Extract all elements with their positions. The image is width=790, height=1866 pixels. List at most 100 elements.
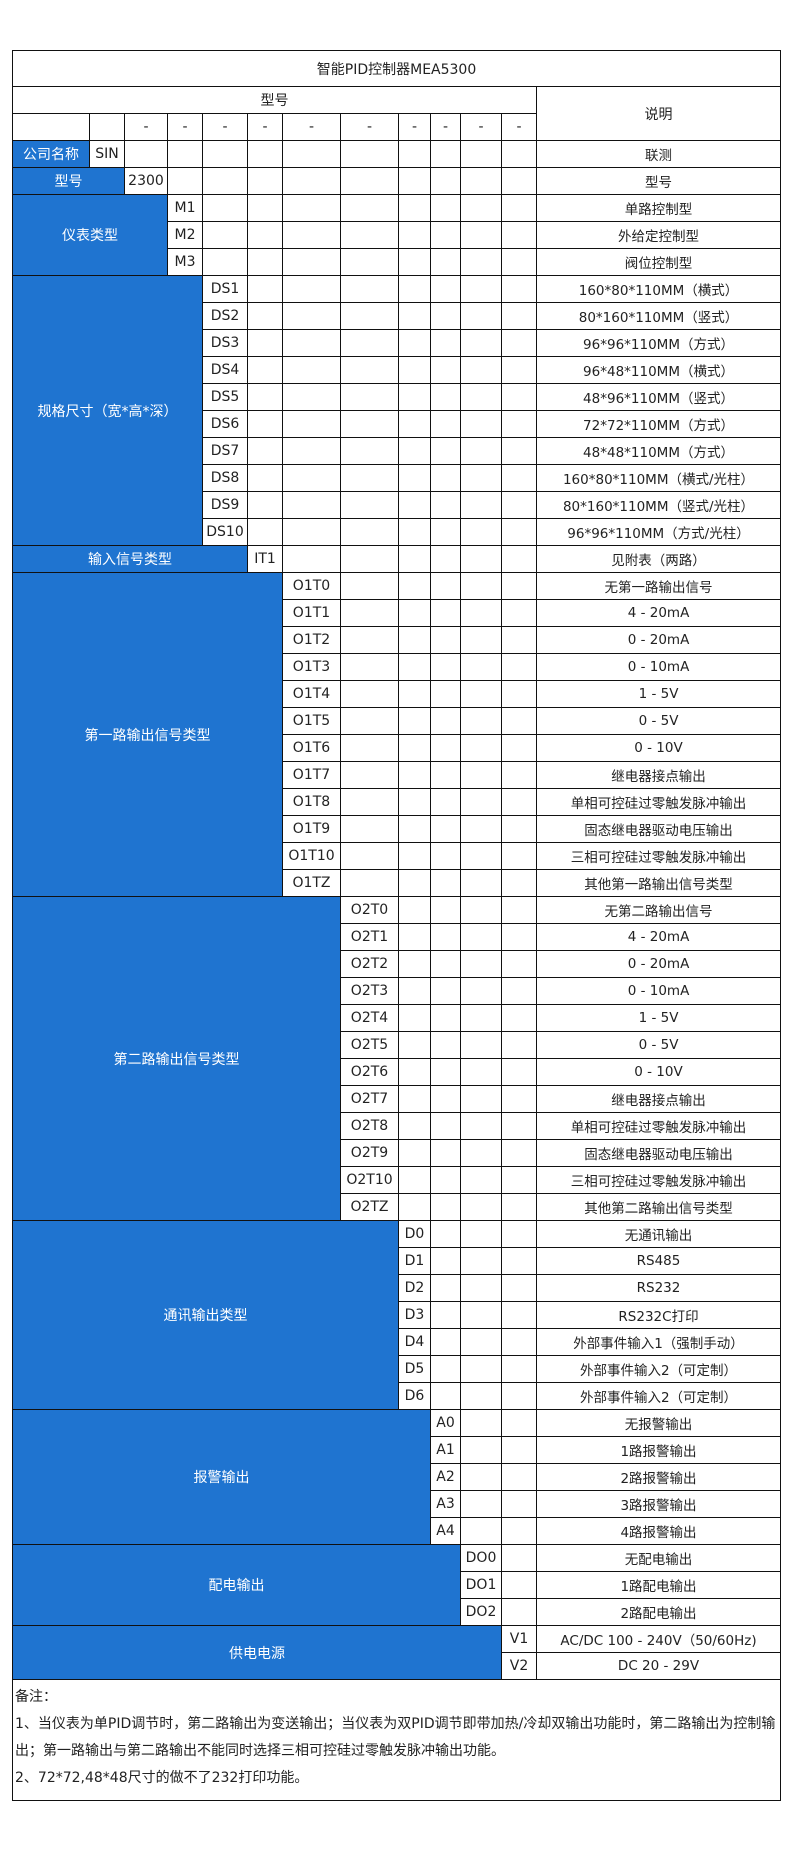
- description-cell: 1路报警输出: [535, 1436, 782, 1464]
- empty-cell: [398, 356, 431, 384]
- empty-cell: [460, 248, 502, 276]
- empty-cell: [501, 275, 537, 303]
- code-position-cell: [12, 113, 90, 141]
- model-selection-table: 智能PID控制器MEA5300 型号 说明 ---------- 公司名称 SIN…: [11, 50, 782, 1801]
- table-row: O2T6 0 - 10V: [13, 1058, 782, 1086]
- empty-cell: [340, 680, 399, 708]
- empty-cell: [460, 464, 502, 492]
- empty-cell: [282, 167, 341, 195]
- empty-cell: [430, 653, 461, 681]
- description-cell: 外部事件输入2（可定制）: [535, 1382, 782, 1410]
- table-row: O1T4 1 - 5V: [13, 680, 782, 708]
- description-cell: 96*96*110MM（方式）: [535, 329, 782, 357]
- empty-cell: [430, 248, 461, 276]
- empty-cell: [282, 248, 341, 276]
- empty-cell: [501, 896, 537, 924]
- empty-cell: [460, 167, 502, 195]
- code-cell: O2T4: [340, 1004, 399, 1032]
- description-cell: 2路报警输出: [535, 1463, 782, 1491]
- empty-cell: [282, 437, 341, 465]
- empty-cell: [398, 653, 431, 681]
- code-cell: O2T3: [340, 977, 399, 1005]
- model-header: 型号: [12, 86, 537, 114]
- code-cell: DS7: [202, 437, 248, 465]
- empty-cell: [460, 923, 502, 951]
- empty-cell: [430, 1031, 461, 1059]
- table-row: 第二路输出信号类型 O2T0 无第二路输出信号: [12, 896, 782, 1221]
- empty-cell: [460, 275, 502, 303]
- empty-cell: [460, 1490, 502, 1518]
- empty-cell: [247, 491, 283, 519]
- empty-cell: [340, 869, 399, 897]
- table-row: O1T8 单相可控硅过零触发脉冲输出: [13, 788, 782, 816]
- table-row: D2 RS232: [13, 1274, 782, 1302]
- empty-cell: [460, 815, 502, 843]
- empty-cell: [202, 140, 248, 168]
- empty-cell: [460, 140, 502, 168]
- description-cell: 0 - 20mA: [535, 950, 782, 978]
- code-cell: D2: [398, 1274, 431, 1302]
- empty-cell: [398, 1139, 431, 1167]
- code-cell: A0: [430, 1409, 461, 1437]
- code-position-cell: [89, 113, 125, 141]
- empty-cell: [282, 140, 341, 168]
- empty-cell: [501, 491, 537, 519]
- empty-cell: [460, 1220, 502, 1248]
- empty-cell: [398, 410, 431, 438]
- empty-cell: [430, 707, 461, 735]
- empty-cell: [501, 1031, 537, 1059]
- empty-cell: [430, 734, 461, 762]
- table-row: DO1 1路配电输出: [13, 1571, 782, 1599]
- empty-cell: [460, 1247, 502, 1275]
- description-cell: 外给定控制型: [535, 221, 782, 249]
- code-cell: O1T0: [282, 572, 341, 600]
- empty-cell: [340, 356, 399, 384]
- code-cell: V1: [501, 1625, 537, 1653]
- description-cell: 阀位控制型: [535, 248, 782, 276]
- description-cell: 0 - 5V: [535, 1031, 782, 1059]
- empty-cell: [247, 302, 283, 330]
- code-cell: O2T5: [340, 1031, 399, 1059]
- empty-cell: [430, 977, 461, 1005]
- empty-cell: [247, 383, 283, 411]
- description-cell: 固态继电器驱动电压输出: [535, 815, 782, 843]
- empty-cell: [340, 842, 399, 870]
- empty-cell: [460, 545, 502, 573]
- code-cell: D6: [398, 1382, 431, 1410]
- empty-cell: [340, 302, 399, 330]
- empty-cell: [501, 167, 537, 195]
- category-label: 仪表类型: [12, 194, 168, 276]
- table-row: A3 3路报警输出: [13, 1490, 782, 1518]
- empty-cell: [430, 1247, 461, 1275]
- empty-cell: [501, 977, 537, 1005]
- table-row: O1TZ 其他第一路输出信号类型: [13, 869, 782, 897]
- note-item: 1、当仪表为单PID调节时，第二路输出为变送输出；当仪表为双PID调节即带加热/…: [15, 1716, 776, 1759]
- empty-cell: [167, 140, 203, 168]
- empty-cell: [247, 140, 283, 168]
- empty-cell: [460, 383, 502, 411]
- code-position-cell: -: [167, 113, 203, 141]
- description-cell: 型号: [535, 167, 782, 195]
- empty-cell: [282, 383, 341, 411]
- empty-cell: [460, 1328, 502, 1356]
- description-cell: 4路报警输出: [535, 1517, 782, 1545]
- code-cell: O1T7: [282, 761, 341, 789]
- empty-cell: [430, 950, 461, 978]
- category-label: 供电电源: [12, 1625, 502, 1680]
- empty-cell: [501, 1004, 537, 1032]
- empty-cell: [460, 1463, 502, 1491]
- description-cell: 三相可控硅过零触发脉冲输出: [535, 842, 782, 870]
- empty-cell: [398, 194, 431, 222]
- description-cell: 1 - 5V: [535, 680, 782, 708]
- empty-cell: [430, 194, 461, 222]
- empty-cell: [247, 518, 283, 546]
- code-cell: O2T2: [340, 950, 399, 978]
- code-position-cell: -: [398, 113, 431, 141]
- empty-cell: [460, 653, 502, 681]
- empty-cell: [340, 140, 399, 168]
- empty-cell: [501, 1085, 537, 1113]
- empty-cell: [398, 950, 431, 978]
- empty-cell: [398, 221, 431, 249]
- description-cell: 0 - 10V: [535, 734, 782, 762]
- table-row: 通讯输出类型 D0 无通讯输出: [12, 1220, 782, 1410]
